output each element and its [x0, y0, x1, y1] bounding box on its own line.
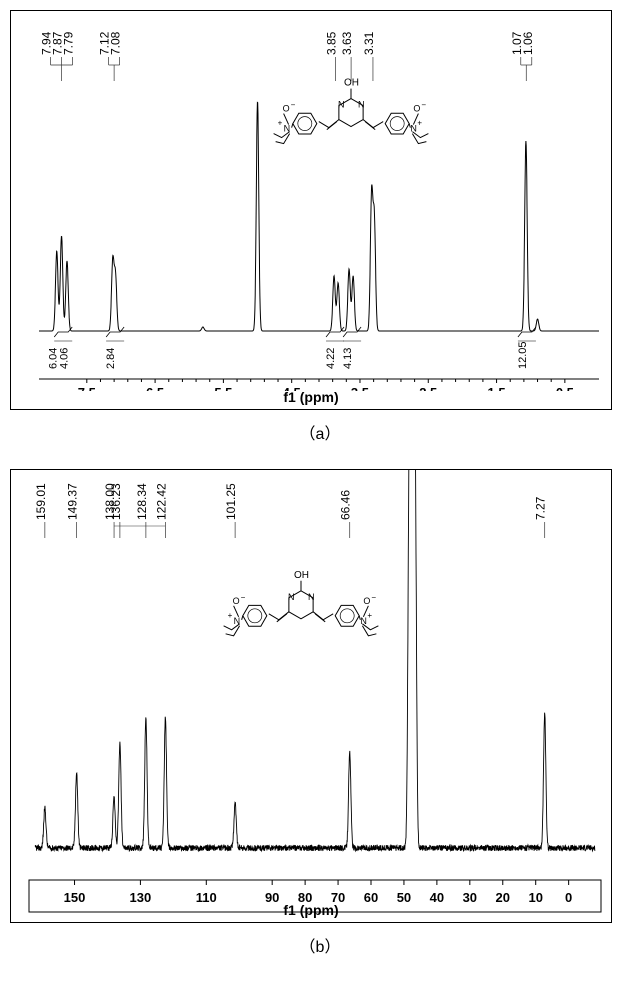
svg-text:150: 150 [64, 890, 86, 905]
svg-text:N: N [358, 100, 365, 110]
svg-text:7.79: 7.79 [62, 31, 76, 55]
svg-text:3.63: 3.63 [340, 31, 354, 55]
svg-text:30: 30 [463, 890, 477, 905]
spectrum-panel-a: 7.56.55.54.53.52.51.50.57.947.877.797.12… [10, 10, 612, 410]
svg-text:0: 0 [565, 890, 572, 905]
svg-text:4.13: 4.13 [342, 348, 354, 369]
svg-text:−: − [421, 101, 426, 110]
sublabel-a: （a） [10, 420, 630, 444]
svg-text:4.06: 4.06 [59, 348, 71, 369]
axis-label-a: f1 (ppm) [11, 389, 611, 409]
plot-area-b: 159.01149.37138.00136.23128.34122.42101.… [11, 470, 611, 920]
svg-text:3.85: 3.85 [324, 31, 338, 55]
svg-text:130: 130 [130, 890, 152, 905]
svg-text:+: + [278, 119, 283, 128]
svg-text:101.25: 101.25 [224, 483, 238, 520]
svg-text:20: 20 [496, 890, 510, 905]
svg-text:12.05: 12.05 [517, 341, 529, 369]
svg-text:1.5: 1.5 [488, 385, 506, 391]
svg-text:50: 50 [397, 890, 411, 905]
svg-text:2.5: 2.5 [419, 385, 437, 391]
svg-text:66.46: 66.46 [339, 490, 353, 520]
svg-text:+: + [417, 119, 422, 128]
svg-text:80: 80 [298, 890, 312, 905]
svg-text:136.23: 136.23 [109, 483, 123, 520]
svg-text:70: 70 [331, 890, 345, 905]
svg-text:N: N [288, 592, 295, 602]
svg-text:149.37: 149.37 [66, 483, 80, 520]
svg-text:159.01: 159.01 [34, 483, 48, 520]
svg-text:7.08: 7.08 [109, 31, 123, 55]
spectrum-svg-a: 7.56.55.54.53.52.51.50.57.947.877.797.12… [11, 11, 611, 391]
sublabel-b: （b） [10, 933, 630, 957]
svg-text:4.5: 4.5 [283, 385, 301, 391]
svg-text:O: O [363, 596, 370, 606]
svg-text:+: + [228, 611, 233, 620]
svg-text:7.5: 7.5 [78, 385, 96, 391]
svg-text:90: 90 [265, 890, 279, 905]
svg-text:6.5: 6.5 [146, 385, 164, 391]
svg-text:40: 40 [430, 890, 444, 905]
svg-text:O: O [283, 104, 290, 114]
svg-text:4.22: 4.22 [325, 348, 337, 369]
svg-text:3.5: 3.5 [351, 385, 369, 391]
svg-text:−: − [371, 593, 376, 602]
svg-text:O: O [233, 596, 240, 606]
svg-text:O: O [413, 104, 420, 114]
svg-text:7.27: 7.27 [534, 496, 548, 520]
svg-text:60: 60 [364, 890, 378, 905]
svg-text:110: 110 [196, 890, 217, 905]
spectrum-panel-b: 159.01149.37138.00136.23128.34122.42101.… [10, 469, 612, 923]
svg-text:3.31: 3.31 [362, 31, 376, 55]
svg-text:1.06: 1.06 [521, 31, 535, 55]
svg-text:+: + [367, 611, 372, 620]
svg-text:OH: OH [294, 570, 309, 581]
svg-text:5.5: 5.5 [214, 385, 232, 391]
svg-text:0.5: 0.5 [556, 385, 574, 391]
svg-text:−: − [241, 593, 246, 602]
svg-text:128.34: 128.34 [135, 483, 149, 520]
svg-text:N: N [338, 100, 345, 110]
svg-text:2.84: 2.84 [105, 348, 117, 369]
svg-text:N: N [308, 592, 315, 602]
spectrum-svg-b: 159.01149.37138.00136.23128.34122.42101.… [11, 470, 611, 920]
svg-text:−: − [291, 101, 296, 110]
svg-text:10: 10 [528, 890, 542, 905]
svg-text:OH: OH [344, 78, 359, 89]
plot-area-a: 7.56.55.54.53.52.51.50.57.947.877.797.12… [11, 11, 611, 391]
svg-text:122.42: 122.42 [154, 483, 168, 520]
